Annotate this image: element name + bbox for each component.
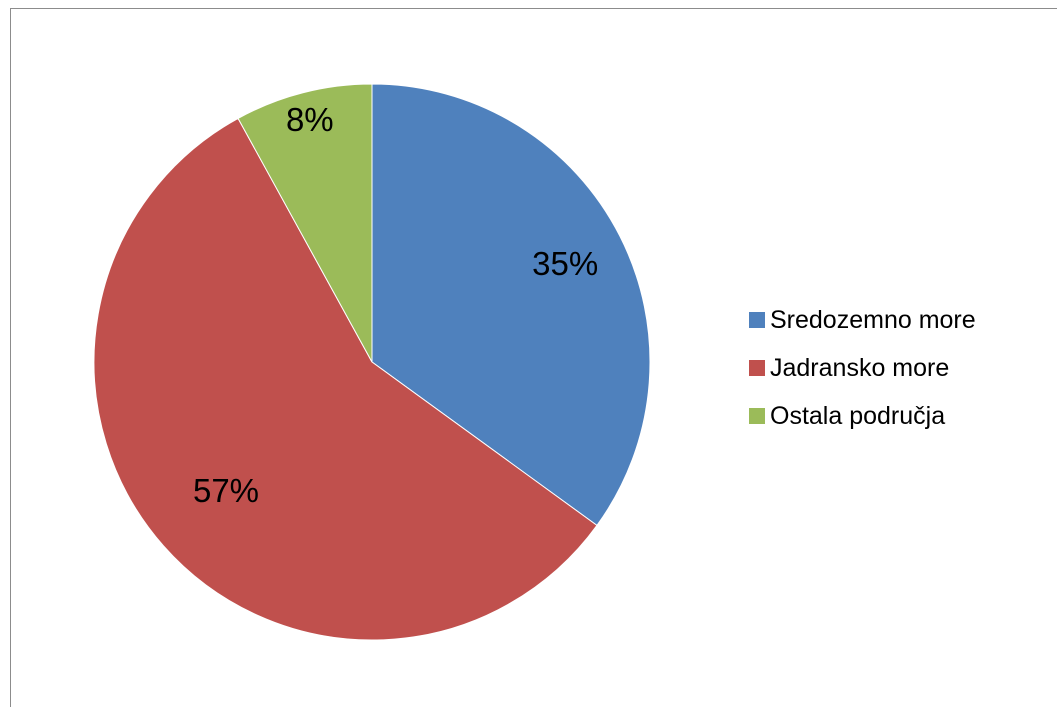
legend-swatch-ostala-podrucja xyxy=(749,408,765,424)
legend-label-jadransko-more: Jadransko more xyxy=(770,353,950,382)
pie-slice-ostala-podrucja xyxy=(237,83,373,363)
data-label-sredozemno-more: 35% xyxy=(532,245,598,282)
pie-slices xyxy=(93,83,651,641)
data-label-ostala-podrucja: 8% xyxy=(286,101,334,138)
legend: Sredozemno more Jadransko more Ostala po… xyxy=(749,296,976,440)
legend-item-sredozemno-more: Sredozemno more xyxy=(749,296,976,344)
legend-item-ostala-podrucja: Ostala područja xyxy=(749,392,976,440)
legend-label-ostala-podrucja: Ostala područja xyxy=(770,401,946,430)
legend-swatch-jadransko-more xyxy=(749,360,765,376)
data-label-jadransko-more: 57% xyxy=(193,472,259,509)
pie-slice-jadransko-more xyxy=(93,117,598,641)
pie-slice-sredozemno-more xyxy=(371,83,651,527)
legend-swatch-sredozemno-more xyxy=(749,312,765,328)
legend-label-sredozemno-more: Sredozemno more xyxy=(770,305,976,334)
legend-item-jadransko-more: Jadransko more xyxy=(749,344,976,392)
pie-data-labels: 35% 57% 8% xyxy=(193,101,598,509)
